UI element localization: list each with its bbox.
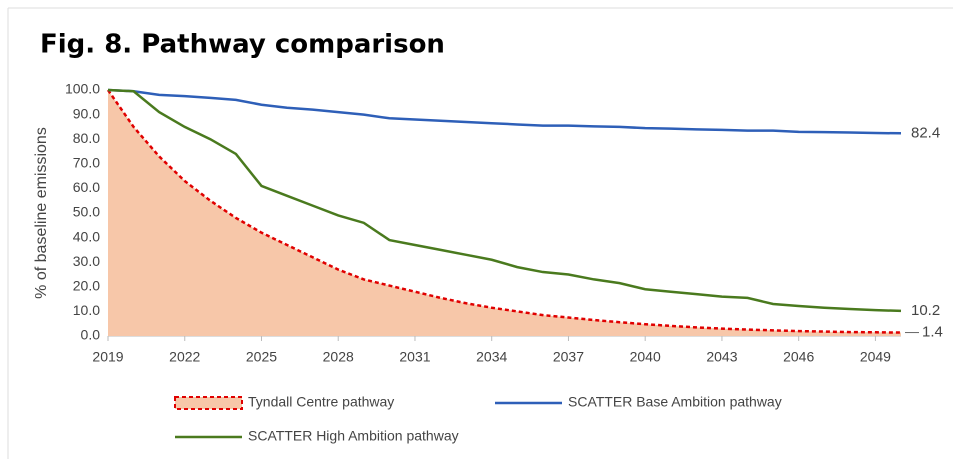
legend-swatch bbox=[174, 396, 243, 410]
end-label: 1.4 bbox=[922, 324, 943, 341]
y-tick-label: 90.0 bbox=[73, 105, 100, 121]
x-tick-label: 2028 bbox=[323, 349, 354, 365]
x-tick-label: 2046 bbox=[783, 349, 814, 365]
line bbox=[107, 88, 902, 135]
x-tick-label: 2019 bbox=[92, 349, 123, 365]
y-tick-label: 50.0 bbox=[73, 204, 100, 220]
y-axis-label: % of baseline emissions bbox=[33, 127, 50, 299]
x-tick-label: 2031 bbox=[399, 349, 430, 365]
end-label: 10.2 bbox=[911, 302, 940, 319]
end-label: 82.4 bbox=[911, 124, 940, 141]
y-tick-label: 20.0 bbox=[73, 278, 100, 294]
y-tick-label: 30.0 bbox=[73, 253, 100, 269]
x-tick-label: 2022 bbox=[169, 349, 200, 365]
y-tick-label: 0.0 bbox=[81, 327, 101, 343]
x-tick-label: 2034 bbox=[476, 349, 507, 365]
chart-title: Fig. 8. Pathway comparison bbox=[40, 30, 445, 60]
legend-label: Tyndall Centre pathway bbox=[248, 394, 394, 410]
line bbox=[107, 88, 902, 313]
legend-label: SCATTER Base Ambition pathway bbox=[568, 394, 782, 410]
x-tick-label: 2049 bbox=[860, 349, 891, 365]
area bbox=[108, 90, 901, 336]
y-tick-label: 100.0 bbox=[65, 81, 100, 97]
x-tick-label: 2043 bbox=[706, 349, 737, 365]
legend-label: SCATTER High Ambition pathway bbox=[248, 428, 459, 444]
x-tick-label: 2037 bbox=[553, 349, 584, 365]
y-tick-label: 80.0 bbox=[73, 130, 100, 146]
y-tick-label: 40.0 bbox=[73, 228, 100, 244]
y-tick-label: 70.0 bbox=[73, 155, 100, 171]
x-tick-label: 2025 bbox=[246, 349, 277, 365]
y-tick-label: 60.0 bbox=[73, 179, 100, 195]
y-tick-label: 10.0 bbox=[73, 302, 100, 318]
x-tick-label: 2040 bbox=[630, 349, 661, 365]
